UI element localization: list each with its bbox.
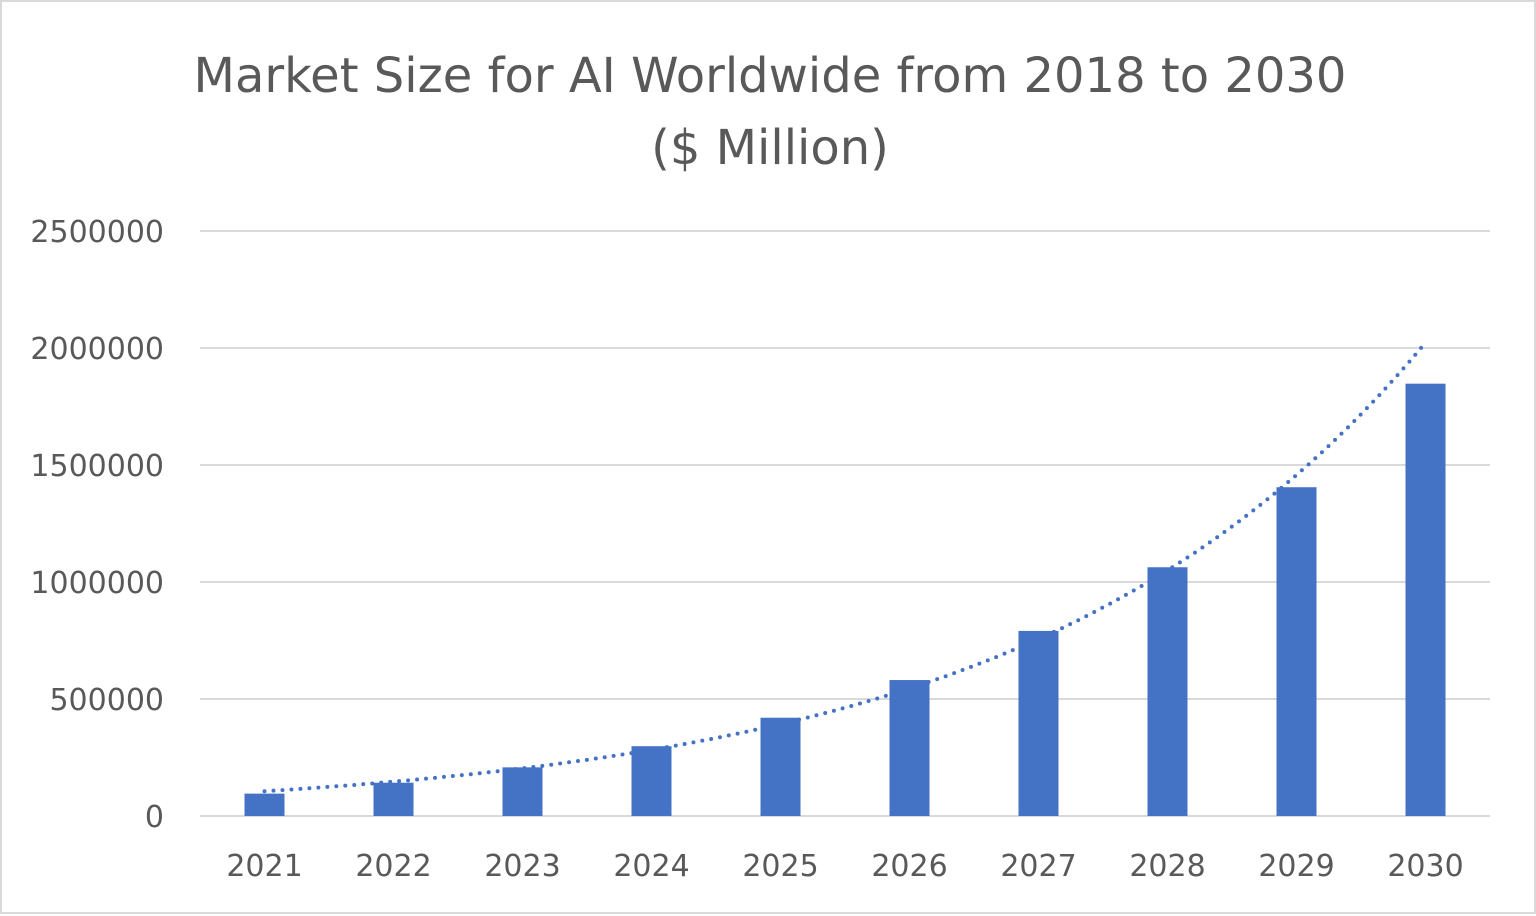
x-tick-label: 2029 (1258, 849, 1334, 884)
x-tick-label: 2021 (226, 849, 302, 884)
x-tick-label: 2022 (355, 849, 431, 884)
x-tick-label: 2028 (1129, 849, 1205, 884)
bar-2024 (631, 746, 672, 816)
x-tick-label: 2024 (613, 849, 689, 884)
bar-2022 (373, 782, 414, 816)
y-tick-label: 1500000 (30, 449, 164, 484)
bar-2030 (1405, 383, 1446, 816)
bar-2029 (1276, 487, 1317, 816)
y-tick-label: 2000000 (30, 332, 164, 367)
x-tick-label: 2027 (1000, 849, 1076, 884)
trendline (262, 340, 1428, 794)
bar-2026 (889, 680, 930, 816)
y-tick-label: 2500000 (30, 215, 164, 250)
y-tick-label: 500000 (49, 683, 164, 718)
bar-2021 (244, 793, 285, 816)
chart-title: Market Size for AI Worldwide from 2018 t… (194, 48, 1347, 104)
x-tick-label: 2023 (484, 849, 560, 884)
bar-2023 (502, 767, 543, 816)
bar-2025 (760, 717, 801, 816)
chart-subtitle: ($ Million) (651, 120, 889, 176)
bar-2027 (1018, 630, 1059, 816)
bar-2028 (1147, 567, 1188, 816)
x-tick-label: 2026 (871, 849, 947, 884)
y-tick-label: 1000000 (30, 566, 164, 601)
y-tick-label: 0 (145, 800, 164, 835)
x-tick-label: 2025 (742, 849, 818, 884)
x-tick-label: 2030 (1387, 849, 1463, 884)
